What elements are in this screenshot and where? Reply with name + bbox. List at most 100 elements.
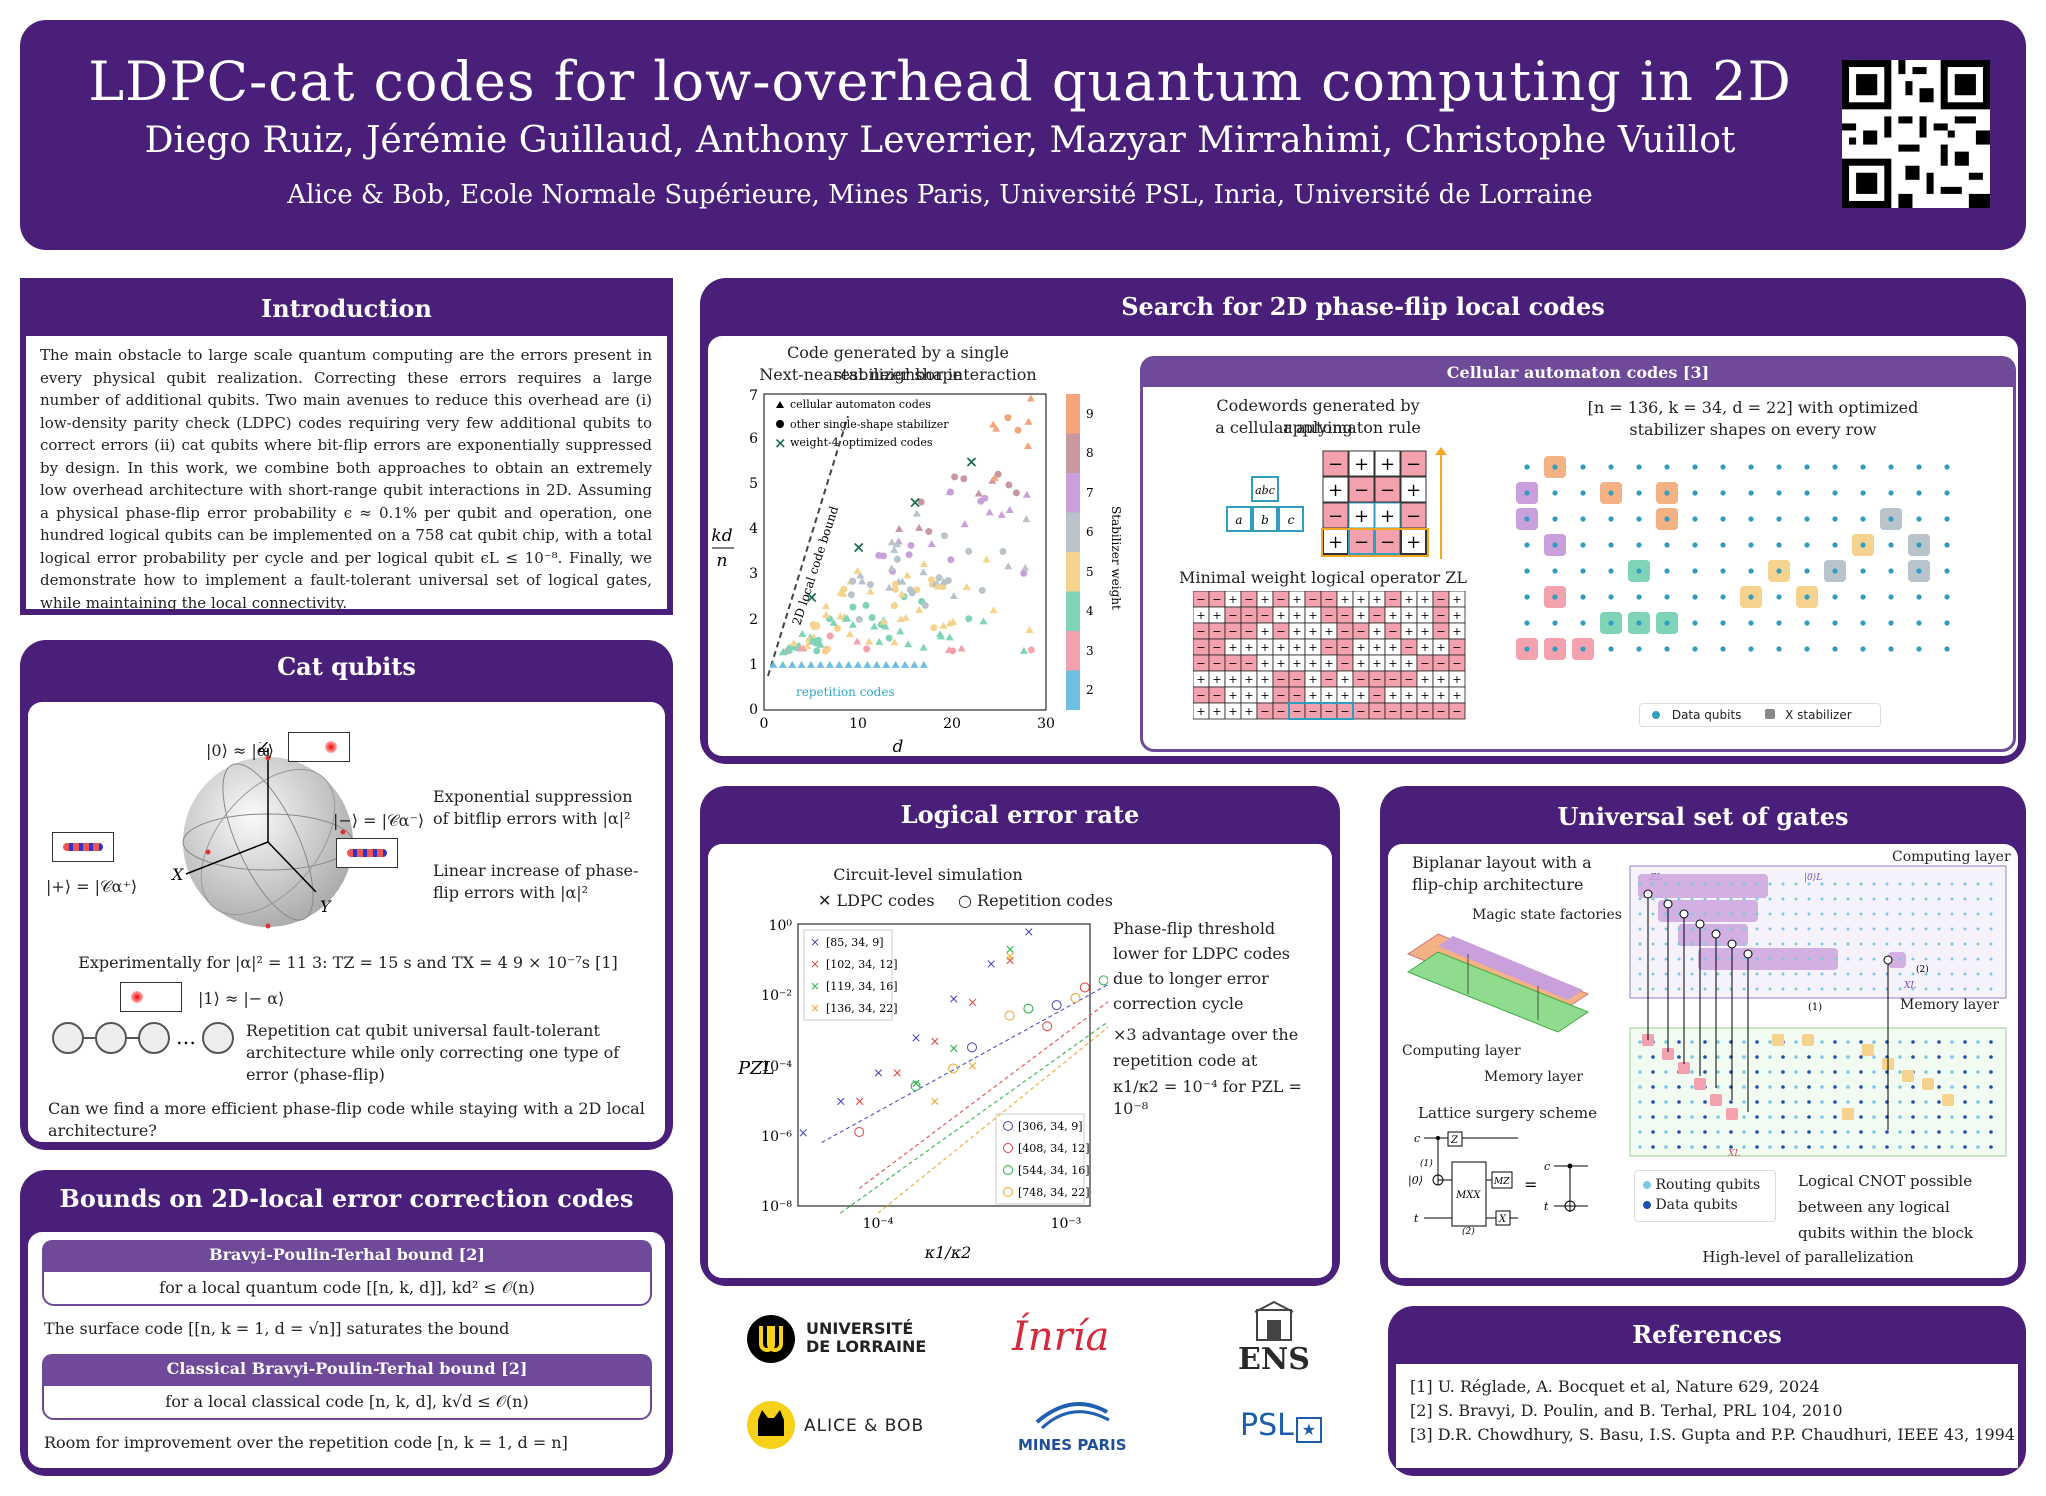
scatter-point (813, 647, 821, 655)
data-qubit (1944, 620, 1950, 626)
ldpc-point: × (929, 1034, 940, 1049)
scatter-point (930, 624, 938, 632)
data-qubit (1768, 1145, 1772, 1149)
scatter-point (796, 644, 805, 652)
routing-qubit (1937, 972, 1941, 976)
data-qubit (1552, 568, 1558, 574)
routing-qubit (1963, 972, 1967, 976)
routing-qubit (1976, 882, 1980, 886)
svg-text:[119, 34, 16]: [119, 34, 16] (826, 980, 898, 993)
data-qubit (1804, 620, 1810, 626)
data-qubit (1888, 464, 1894, 470)
data-qubit (1524, 646, 1530, 652)
layers-grid: ZL |0⟩L XL (1) (2) XL (1629, 865, 2007, 1159)
data-qubit (1989, 1145, 1993, 1149)
routing-qubit (1911, 897, 1915, 901)
data-qubit (1963, 1070, 1967, 1074)
operator-sign: + (1292, 625, 1301, 638)
routing-qubit (1963, 912, 1967, 916)
routing-qubit (1729, 927, 1733, 931)
routing-qubit (1833, 972, 1837, 976)
cnot-text: Logical CNOT possible between any logica… (1798, 1172, 1973, 1242)
data-qubit (1748, 516, 1754, 522)
authors: Diego Ruiz, Jérémie Guillaud, Anthony Le… (144, 120, 1736, 161)
data-qubit (1963, 1100, 1967, 1104)
operator-sign: − (1388, 625, 1397, 638)
logo-alice-bob: ALICE & BOB (746, 1400, 923, 1454)
data-qubit (1794, 1115, 1798, 1119)
data-qubit (1703, 1040, 1707, 1044)
data-qubit (1976, 1145, 1980, 1149)
svg-text:cellular automaton codes: cellular automaton codes (790, 398, 931, 411)
experiment-text: Experimentally for |α|² = 11 3: TZ = 15 … (78, 953, 618, 972)
routing-qubit (1768, 897, 1772, 901)
data-qubit (1872, 1040, 1876, 1044)
data-qubit (1781, 1100, 1785, 1104)
advantage-text-2: repetition code at (1113, 1051, 1258, 1070)
memory-stabilizer (1662, 1048, 1674, 1060)
routing-qubit (1729, 897, 1733, 901)
data-qubit (1872, 1055, 1876, 1059)
routing-qubit (1716, 972, 1720, 976)
routing-qubit (1885, 942, 1889, 946)
ldpc-point: × (948, 1041, 959, 1056)
ca-cell-sign: − (1354, 480, 1369, 501)
memory-stabilizer (1922, 1078, 1934, 1090)
routing-qubit (1898, 987, 1902, 991)
ca-cell-sign: − (1354, 532, 1369, 553)
routing-qubit (1664, 927, 1668, 931)
operator-sign: + (1244, 673, 1253, 686)
data-qubit (1580, 594, 1586, 600)
wigner-zero-icon (288, 732, 350, 762)
data-qubit (1636, 594, 1642, 600)
routing-qubit (1976, 972, 1980, 976)
data-qubit (1748, 542, 1754, 548)
svg-text:kd: kd (711, 526, 732, 546)
svg-text:…: … (176, 1025, 196, 1049)
qr-code[interactable] (1842, 60, 1990, 208)
svg-text:9: 9 (1086, 407, 1094, 421)
operator-sign: + (1260, 625, 1269, 638)
svg-text:(1): (1) (1420, 1158, 1433, 1169)
routing-qubit (1664, 987, 1668, 991)
svg-text:10⁰: 10⁰ (769, 918, 793, 934)
operator-sign: − (1308, 593, 1317, 606)
routing-qubit (1820, 987, 1824, 991)
data-qubit (1692, 542, 1698, 548)
ldpc-point: × (967, 1059, 978, 1074)
routing-qubit (1859, 927, 1863, 931)
reference-1[interactable]: [1] U. Réglade, A. Bocquet et al, Nature… (1410, 1377, 1820, 1396)
routing-qubit (1807, 972, 1811, 976)
routing-qubit (1638, 942, 1642, 946)
data-qubit (1832, 646, 1838, 652)
data-qubit (1677, 1040, 1681, 1044)
routing-qubit (1781, 987, 1785, 991)
data-qubit (1989, 1040, 1993, 1044)
data-qubit (1664, 542, 1670, 548)
data-qubit (1580, 516, 1586, 522)
repetition-point (948, 1063, 959, 1074)
data-qubit (1781, 1085, 1785, 1089)
scatter-point (999, 547, 1007, 555)
bounds-panel: Bounds on 2D-local error correction code… (20, 1170, 673, 1476)
scatter-point (904, 640, 913, 648)
reference-3[interactable]: [3] D.R. Chowdhury, S. Basu, I.S. Gupta … (1410, 1425, 2016, 1444)
scatter-point (927, 540, 936, 548)
operator-sign: + (1260, 641, 1269, 654)
memory-stabilizer (1862, 1044, 1874, 1056)
reference-2[interactable]: [2] S. Bravyi, D. Poulin, and B. Terhal,… (1410, 1401, 1843, 1420)
data-qubit (1690, 1070, 1694, 1074)
routing-qubit (1937, 957, 1941, 961)
routing-qubit (1950, 897, 1954, 901)
operator-sign: − (1372, 689, 1381, 702)
operator-sign: + (1372, 593, 1381, 606)
routing-qubit (1781, 927, 1785, 931)
routing-qubit (1963, 897, 1967, 901)
data-qubit (1963, 1130, 1967, 1134)
data-qubit (1692, 464, 1698, 470)
operator-sign: + (1372, 625, 1381, 638)
operator-sign: − (1372, 609, 1381, 622)
svg-text:7: 7 (1086, 486, 1094, 500)
routing-qubit (1820, 972, 1824, 976)
data-qubit (1748, 464, 1754, 470)
